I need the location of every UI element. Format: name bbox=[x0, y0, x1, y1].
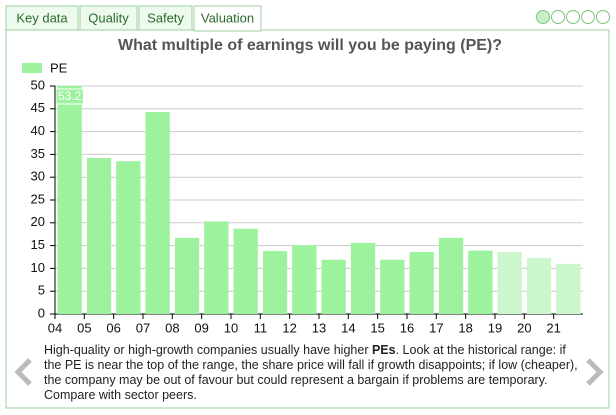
bar bbox=[262, 251, 288, 314]
x-tick-label: 04 bbox=[48, 320, 62, 335]
tab-label[interactable]: Safety bbox=[147, 10, 184, 25]
bar bbox=[380, 259, 405, 314]
x-tick-label: 17 bbox=[429, 320, 443, 335]
bar bbox=[321, 259, 346, 314]
x-tick-label: 18 bbox=[458, 320, 472, 335]
x-tick-label: 09 bbox=[194, 320, 208, 335]
x-tick-label: 13 bbox=[312, 320, 326, 335]
x-tick-label: 12 bbox=[282, 320, 296, 335]
bar bbox=[204, 221, 229, 314]
x-tick-label: 16 bbox=[400, 320, 414, 335]
prev-arrow[interactable] bbox=[14, 358, 32, 386]
bar bbox=[556, 263, 581, 314]
pager[interactable] bbox=[536, 10, 610, 24]
x-tick-label: 08 bbox=[165, 320, 179, 335]
x-tick-label: 07 bbox=[136, 320, 150, 335]
page-dot[interactable] bbox=[581, 10, 595, 24]
tab-label[interactable]: Valuation bbox=[201, 10, 254, 25]
tab[interactable] bbox=[79, 5, 138, 31]
value-label-bg bbox=[55, 88, 84, 105]
legend-label: PE bbox=[50, 60, 68, 75]
tab-label[interactable]: Quality bbox=[88, 10, 129, 25]
page-dot[interactable] bbox=[536, 10, 550, 24]
y-tick-label: 25 bbox=[31, 191, 45, 206]
y-tick-label: 0 bbox=[38, 305, 45, 320]
bar bbox=[468, 250, 493, 314]
y-tick-label: 35 bbox=[31, 146, 45, 161]
x-tick-label: 05 bbox=[77, 320, 91, 335]
bar bbox=[174, 237, 200, 314]
legend-swatch bbox=[22, 63, 42, 73]
chart-title: What multiple of earnings will you be pa… bbox=[118, 37, 502, 54]
bar bbox=[350, 242, 376, 314]
bar bbox=[233, 228, 258, 314]
x-tick-label: 15 bbox=[370, 320, 384, 335]
page-dot[interactable] bbox=[596, 10, 610, 24]
y-tick-label: 45 bbox=[31, 100, 45, 115]
tab[interactable] bbox=[5, 5, 79, 31]
description: High-quality or high-growth companies us… bbox=[44, 343, 584, 403]
bar bbox=[409, 251, 434, 314]
page-dot[interactable] bbox=[551, 10, 565, 24]
x-tick-label: 19 bbox=[488, 320, 502, 335]
text: . Look at the historical range: if the P… bbox=[44, 343, 578, 402]
bar bbox=[86, 158, 112, 314]
y-tick-label: 20 bbox=[31, 214, 45, 229]
x-tick-label: 06 bbox=[106, 320, 120, 335]
bold-text: PEs bbox=[371, 343, 396, 357]
x-tick-label: 14 bbox=[341, 320, 355, 335]
bar bbox=[145, 111, 170, 314]
y-tick-label: 40 bbox=[31, 123, 45, 138]
y-tick-label: 5 bbox=[38, 283, 45, 298]
bar bbox=[57, 86, 82, 314]
y-tick-label: 50 bbox=[31, 77, 45, 92]
y-tick-label: 15 bbox=[31, 237, 45, 252]
tab[interactable] bbox=[138, 5, 193, 31]
page-dot[interactable] bbox=[566, 10, 580, 24]
bar bbox=[526, 257, 552, 314]
x-tick-label: 10 bbox=[224, 320, 238, 335]
value-label: 53.2 bbox=[58, 89, 82, 103]
tab-label[interactable]: Key data bbox=[16, 10, 68, 25]
tab[interactable] bbox=[193, 5, 262, 32]
y-tick-label: 10 bbox=[31, 260, 45, 275]
x-tick-label: 21 bbox=[546, 320, 560, 335]
next-arrow[interactable] bbox=[586, 358, 604, 386]
bar bbox=[497, 251, 522, 314]
y-tick-label: 30 bbox=[31, 169, 45, 184]
bar bbox=[292, 245, 317, 314]
bar bbox=[116, 161, 141, 314]
bar bbox=[438, 237, 464, 314]
text: High-quality or high-growth companies us… bbox=[44, 343, 372, 357]
x-tick-label: 20 bbox=[517, 320, 531, 335]
x-tick-label: 11 bbox=[254, 320, 268, 335]
